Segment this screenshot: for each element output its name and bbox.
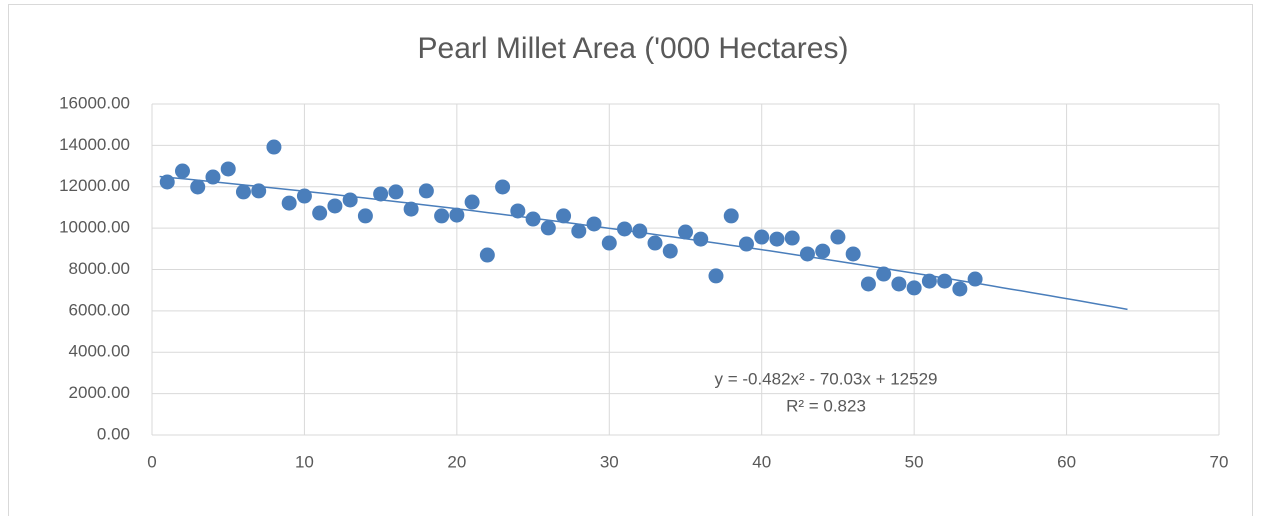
x-tick-label: 70 <box>1210 452 1229 471</box>
point <box>906 280 922 296</box>
y-tick-label: 14000.00 <box>59 135 130 154</box>
x-tick-label: 20 <box>447 452 466 471</box>
point <box>388 184 404 200</box>
point <box>540 220 556 236</box>
y-tick-label: 6000.00 <box>69 300 130 319</box>
point <box>891 276 907 292</box>
point <box>921 273 937 289</box>
chart-title: Pearl Millet Area ('000 Hectares) <box>418 32 849 65</box>
point <box>617 221 633 237</box>
point <box>815 243 831 259</box>
trendline-equation: y = -0.482x² - 70.03x + 12529 <box>714 369 937 388</box>
x-tick-label: 60 <box>1057 452 1076 471</box>
point <box>708 268 724 284</box>
point <box>738 236 754 252</box>
point <box>952 281 968 297</box>
point <box>510 203 526 219</box>
y-tick-label: 10000.00 <box>59 218 130 237</box>
point <box>556 208 572 224</box>
point <box>327 198 343 214</box>
point <box>601 235 617 251</box>
point <box>845 246 861 262</box>
y-tick-label: 2000.00 <box>69 383 130 402</box>
point <box>266 139 282 155</box>
trendline <box>159 175 1128 311</box>
y-tick-label: 8000.00 <box>69 259 130 278</box>
chart-border <box>8 4 1253 516</box>
x-tick-label: 0 <box>147 452 156 471</box>
point <box>876 266 892 282</box>
point <box>571 223 587 239</box>
point <box>190 179 206 195</box>
point <box>342 192 358 208</box>
x-tick-label: 30 <box>600 452 619 471</box>
point <box>434 208 450 224</box>
point <box>220 161 236 177</box>
point <box>418 183 434 199</box>
point <box>632 223 648 239</box>
x-tick-label: 10 <box>295 452 314 471</box>
point <box>769 231 785 247</box>
y-tick-label: 16000.00 <box>59 93 130 112</box>
point <box>799 246 815 262</box>
point <box>174 163 190 179</box>
point <box>357 208 373 224</box>
point <box>784 230 800 246</box>
x-tick-label: 50 <box>905 452 924 471</box>
point <box>495 179 511 195</box>
point <box>312 205 328 221</box>
point <box>235 184 251 200</box>
point <box>723 208 739 224</box>
trendline-r2: R² = 0.823 <box>786 396 866 415</box>
point <box>586 216 602 232</box>
point <box>281 195 297 211</box>
y-tick-label: 0.00 <box>97 424 130 443</box>
y-tick-label: 12000.00 <box>59 176 130 195</box>
point <box>373 186 389 202</box>
point <box>937 273 953 289</box>
point <box>830 229 846 245</box>
point <box>647 235 663 251</box>
point <box>449 207 465 223</box>
x-tick-label: 40 <box>752 452 771 471</box>
point <box>678 224 693 240</box>
point <box>860 276 876 292</box>
point <box>403 201 419 217</box>
point <box>525 211 541 227</box>
y-tick-label: 4000.00 <box>69 342 130 361</box>
point <box>464 194 480 210</box>
point <box>754 229 770 245</box>
point <box>662 243 678 259</box>
point <box>479 247 495 263</box>
point <box>693 231 709 247</box>
